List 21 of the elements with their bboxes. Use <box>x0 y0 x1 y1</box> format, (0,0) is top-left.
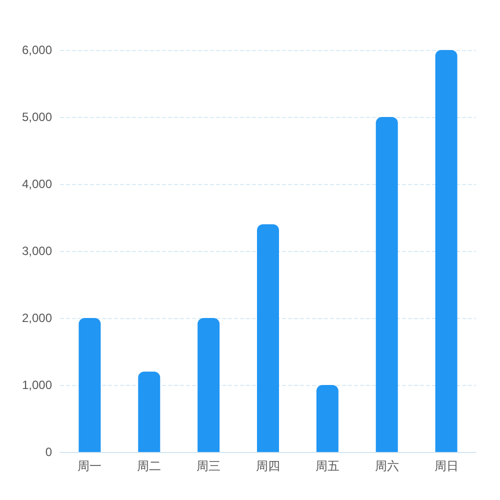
y-tick-label: 6,000 <box>22 43 52 57</box>
bar <box>316 385 338 452</box>
bar <box>138 372 160 452</box>
x-tick-label: 周六 <box>374 459 399 473</box>
bar <box>198 318 220 452</box>
y-tick-label: 2,000 <box>22 311 52 325</box>
y-tick-label: 1,000 <box>22 378 52 392</box>
x-tick-label: 周日 <box>434 459 458 473</box>
bar <box>78 318 101 452</box>
x-tick-label: 周五 <box>315 459 340 473</box>
x-tick-label: 周四 <box>256 459 280 473</box>
x-tick-label: 周三 <box>196 459 221 473</box>
x-tick-label: 周二 <box>137 459 162 473</box>
x-tick-label: 周一 <box>78 459 102 473</box>
y-tick-label: 0 <box>45 445 52 459</box>
bar <box>257 224 279 452</box>
y-tick-label: 3,000 <box>22 244 52 258</box>
bar <box>376 117 398 452</box>
y-tick-label: 5,000 <box>22 110 52 124</box>
bar <box>435 50 458 452</box>
y-tick-label: 4,000 <box>22 177 52 191</box>
